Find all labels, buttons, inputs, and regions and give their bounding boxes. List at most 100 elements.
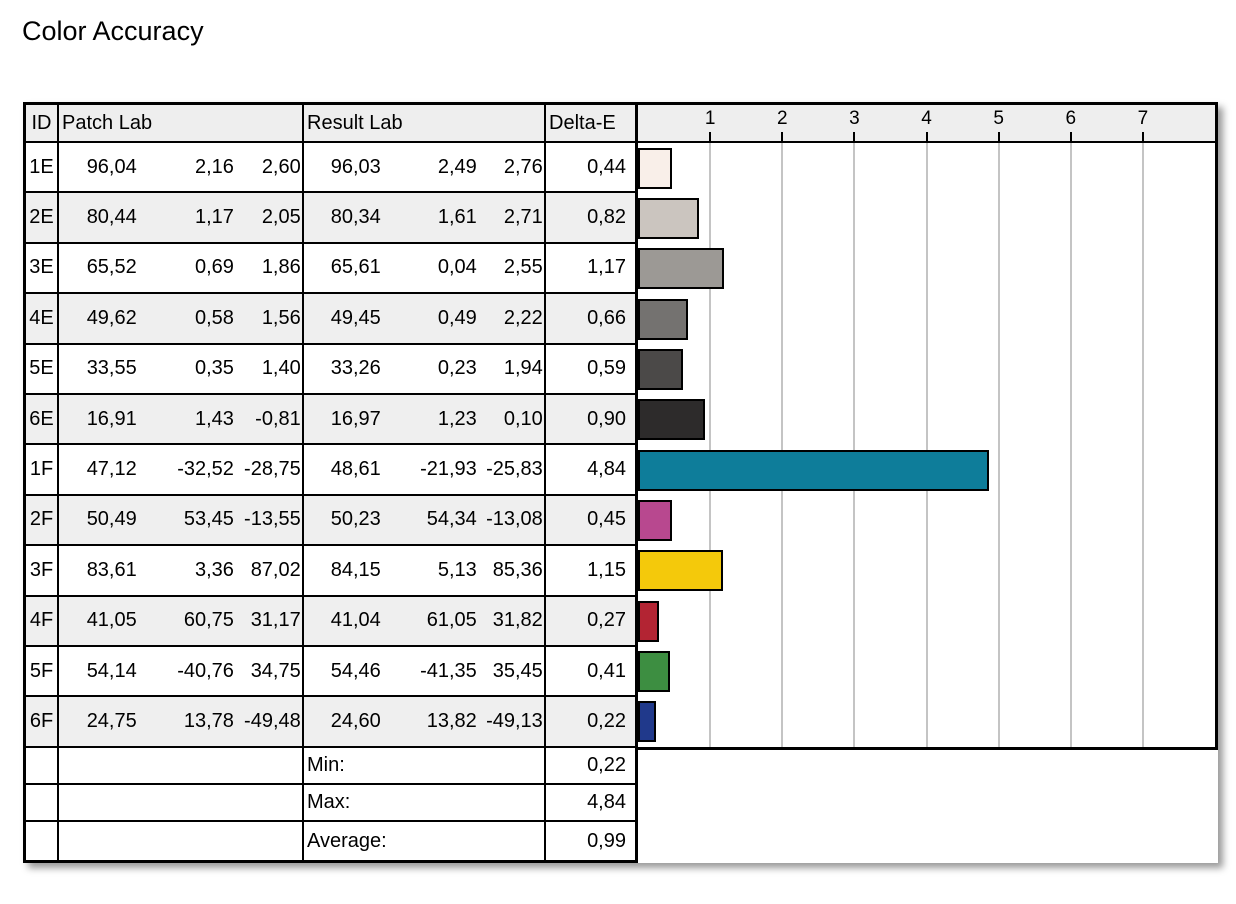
lab-value: 1,40 (261, 357, 301, 380)
result-lab-cell-values: 96,03 2,49 2,76 (304, 156, 544, 179)
lab-value: 2,55 (503, 256, 543, 279)
lab-value: 16,97 (330, 407, 381, 430)
lab-value: 48,61 (330, 458, 381, 481)
lab-value: 34,75 (250, 659, 301, 682)
patch-lab-cell: 16,91 1,43 -0,81 (59, 394, 304, 444)
result-lab-cell: 49,45 0,49 2,22 (304, 294, 546, 343)
delta-e-cell: 0,90 (587, 407, 626, 430)
lab-value: 24,75 (86, 709, 137, 732)
lab-value: 87,02 (250, 558, 301, 581)
lab-value: 3,36 (195, 558, 234, 581)
delta-e-bar-1E (638, 147, 672, 189)
summary-value-cell: 4,84 (587, 791, 626, 814)
patch-id-cell: 4F (26, 596, 59, 645)
result-lab-cell: 24,60 13,82 -49,13 (304, 697, 546, 746)
axis-tick-mark (853, 132, 856, 141)
lab-value: 1,17 (195, 206, 234, 229)
delta-e-cell: 0,82 (587, 206, 626, 229)
patch-lab-cell: 47,12 -32,52 -28,75 (59, 445, 304, 494)
patch-id-cell: 3E (26, 243, 59, 293)
summary-empty-patch-cell (59, 785, 304, 821)
patch-lab-cell-values: 47,12 -32,52 -28,75 (59, 458, 302, 481)
lab-value: 33,55 (86, 357, 137, 380)
delta-e-bar-2F (638, 500, 673, 542)
delta-e-bar-4E (638, 298, 688, 340)
summary-row: Average: 0,99 (26, 822, 635, 860)
delta-e-cell: 1,15 (587, 558, 626, 581)
patch-id-cell: 6E (26, 394, 59, 444)
lab-value: 24,60 (330, 709, 381, 732)
patch-lab-cell-values: 16,91 1,43 -0,81 (59, 408, 302, 431)
table-header-row: ID Patch Lab Result Lab Delta-E (26, 105, 635, 143)
summary-row: Max: 4,84 (26, 785, 635, 823)
axis-tick-label: 2 (776, 108, 788, 129)
lab-value: 1,86 (261, 256, 301, 279)
result-lab-cell-values: 24,60 13,82 -49,13 (304, 710, 544, 733)
lab-value: -25,83 (486, 458, 543, 481)
lab-value: -13,08 (486, 508, 543, 531)
lab-value: 2,76 (503, 155, 543, 178)
lab-value: 49,62 (86, 306, 137, 329)
lab-value: 2,16 (195, 155, 234, 178)
lab-value: -28,75 (244, 458, 301, 481)
summary-empty-id-cell (26, 785, 59, 821)
delta-e-cell: 0,27 (587, 609, 626, 632)
lab-value: 2,60 (261, 155, 301, 178)
table-row-6F: 6F 24,75 13,78 -49,48 24,60 13,82 -49,13 0,22 (26, 697, 635, 748)
lab-value: -21,93 (420, 458, 477, 481)
result-lab-cell: 65,61 0,04 2,55 (304, 243, 546, 293)
lab-value: 1,43 (195, 407, 234, 430)
axis-tick-label: 7 (1137, 108, 1149, 129)
summary-empty-id-cell (26, 747, 59, 784)
delta-e-cell: 0,41 (587, 659, 626, 682)
lab-value: 0,49 (437, 306, 477, 329)
lab-value: -49,48 (244, 709, 301, 732)
summary-label-cell: Average: (304, 822, 546, 860)
delta-e-cell: 4,84 (587, 458, 626, 481)
lab-value: 83,61 (86, 558, 137, 581)
axis-tick-mark (997, 132, 1000, 141)
result-lab-cell: 16,97 1,23 0,10 (304, 394, 546, 444)
axis-tick-mark (925, 132, 928, 141)
gridline (925, 143, 928, 747)
result-lab-cell: 33,26 0,23 1,94 (304, 344, 546, 393)
gridline (709, 143, 712, 747)
table-row-3E: 3E 65,52 0,69 1,86 65,61 0,04 2,55 1,17 (26, 243, 635, 295)
lab-value: 80,44 (86, 206, 137, 229)
patch-lab-cell-values: 49,62 0,58 1,56 (59, 307, 302, 330)
lab-value: 16,91 (86, 407, 137, 430)
delta-e-bar-5F (638, 651, 670, 693)
lab-value: -0,81 (255, 407, 301, 430)
gridline (1069, 143, 1072, 747)
result-lab-cell: 48,61 -21,93 -25,83 (304, 445, 546, 494)
result-lab-cell: 41,04 61,05 31,82 (304, 596, 546, 645)
lab-value: 96,03 (330, 155, 381, 178)
table-row-4E: 4E 49,62 0,58 1,56 49,45 0,49 2,22 0,66 (26, 294, 635, 345)
summary-label: Max: (307, 791, 351, 814)
summary-empty-id-cell (26, 822, 59, 860)
patch-lab-cell: 50,49 53,45 -13,55 (59, 495, 304, 545)
lab-value: 2,22 (503, 306, 543, 329)
lab-value: 1,23 (437, 407, 477, 430)
delta-e-cell: 0,44 (587, 155, 626, 178)
axis-tick-mark (709, 132, 712, 141)
result-lab-cell: 50,23 54,34 -13,08 (304, 495, 546, 545)
lab-value: 13,82 (426, 709, 477, 732)
lab-value: 35,45 (492, 659, 543, 682)
result-lab-cell-values: 50,23 54,34 -13,08 (304, 508, 544, 531)
column-header-result-lab: Result Lab (304, 105, 546, 141)
delta-e-cell: 0,22 (587, 709, 626, 732)
lab-value: 0,35 (195, 357, 234, 380)
patch-id-cell: 1F (26, 445, 59, 494)
summary-empty-patch-cell (59, 747, 304, 784)
delta-e-cell: 0,45 (587, 508, 626, 531)
patch-id-cell: 6F (26, 697, 59, 746)
lab-value: 31,82 (492, 609, 543, 632)
lab-value: 0,10 (503, 407, 543, 430)
delta-e-bar-2E (638, 198, 700, 240)
axis-tick-label: 6 (1065, 108, 1077, 129)
lab-value: 49,45 (330, 306, 381, 329)
patch-lab-cell: 24,75 13,78 -49,48 (59, 697, 304, 746)
delta-e-bar-3F (638, 550, 723, 592)
patch-lab-cell: 54,14 -40,76 34,75 (59, 646, 304, 696)
